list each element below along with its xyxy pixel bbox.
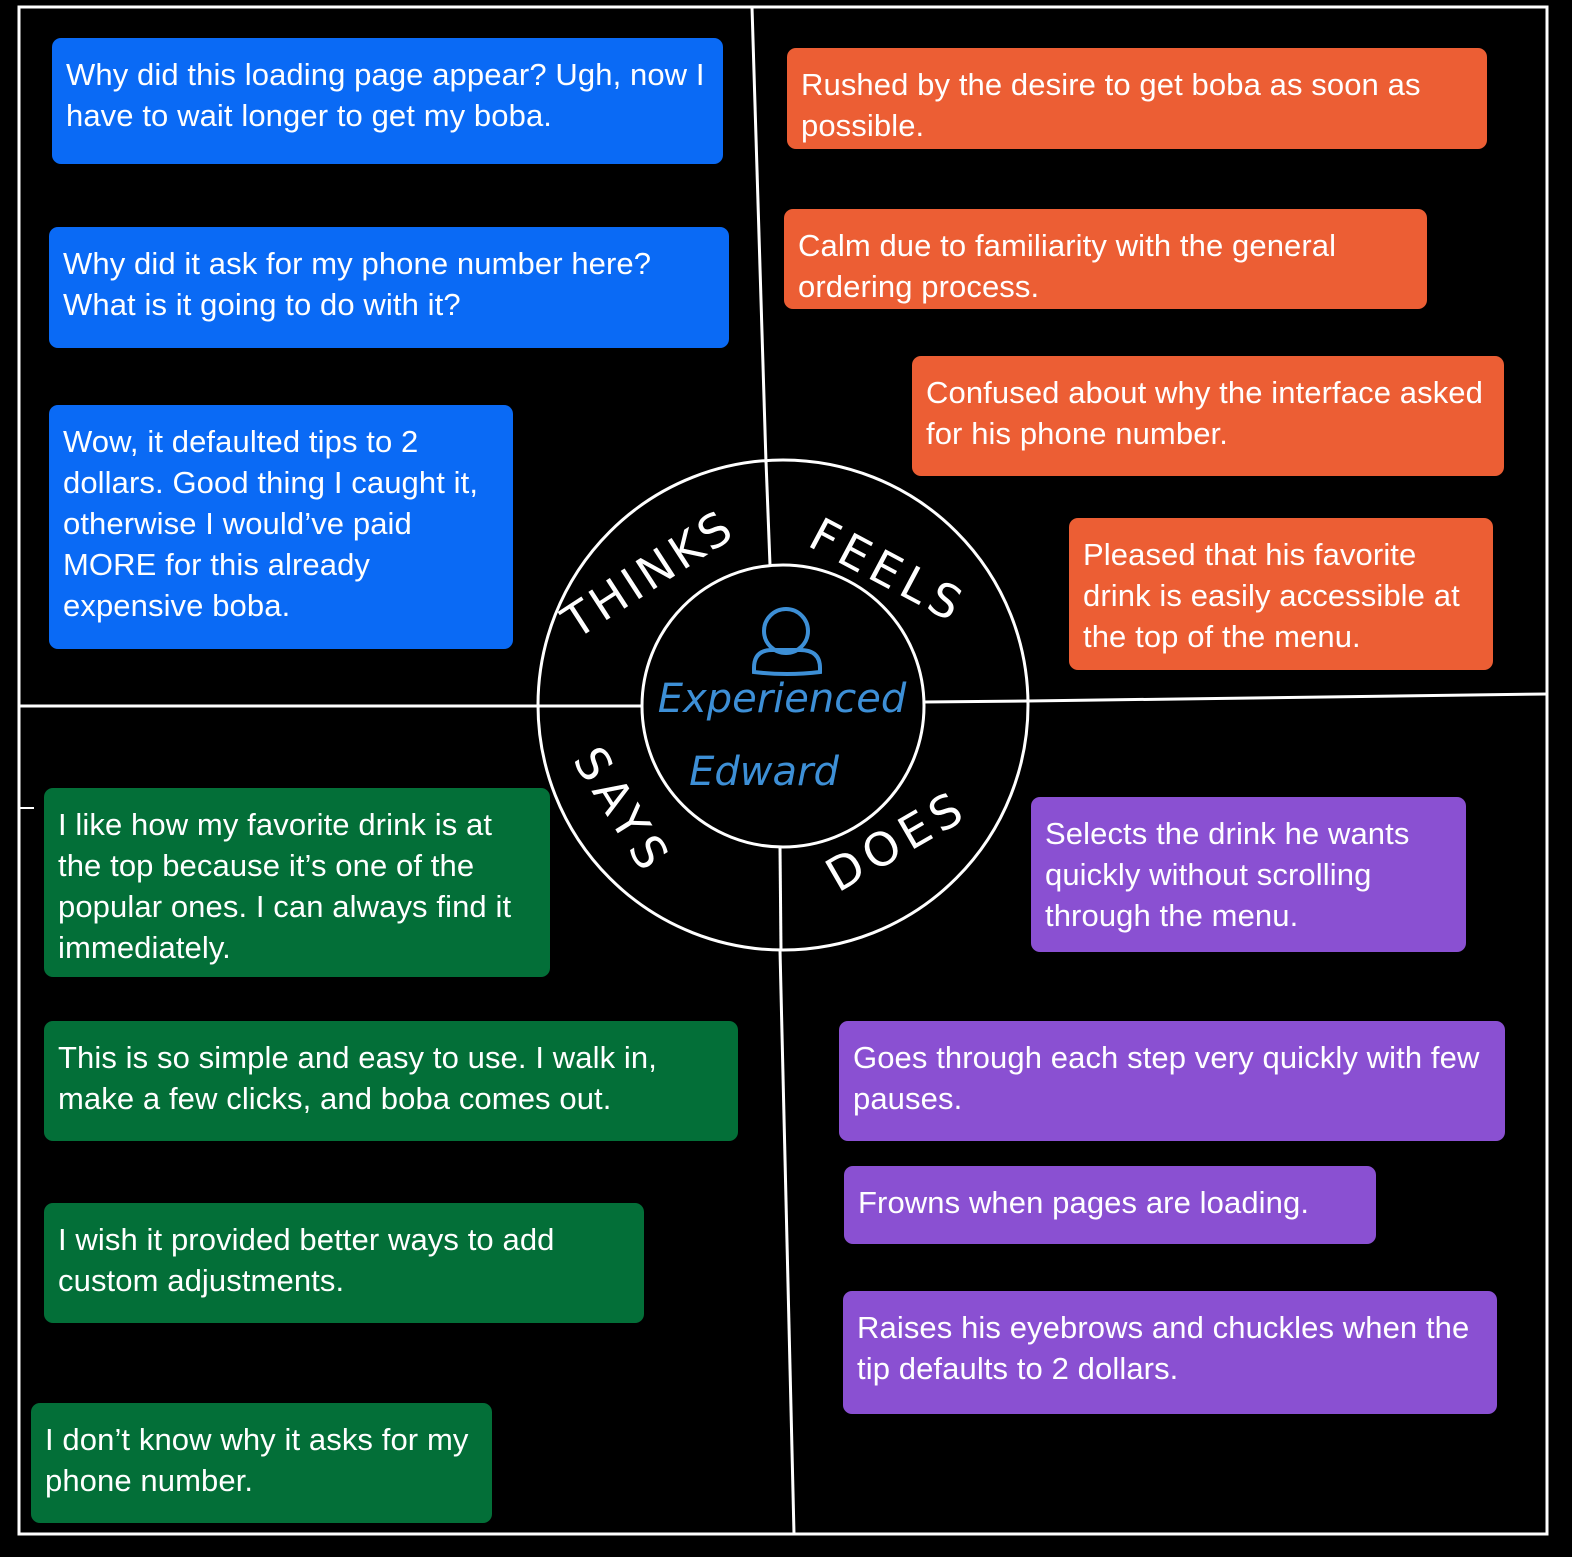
does-note: Frowns when pages are loading. xyxy=(844,1166,1376,1244)
ring-divider-right xyxy=(923,699,1029,704)
outer-border xyxy=(17,5,1549,1536)
feels-note: Calm due to familiarity with the general… xyxy=(784,209,1427,309)
does-note: Goes through each step very quickly with… xyxy=(839,1021,1505,1141)
feels-note: Rushed by the desire to get boba as soon… xyxy=(787,48,1487,149)
divider-right xyxy=(1027,692,1548,703)
divider-bottom xyxy=(778,949,796,1535)
divider-top xyxy=(750,6,768,464)
feels-note: Pleased that his favorite drink is easil… xyxy=(1069,518,1493,670)
label-thinks: THINKS xyxy=(552,498,745,650)
thinks-note: Why did this loading page appear? Ugh, n… xyxy=(52,38,723,164)
ring-divider-top xyxy=(764,460,772,566)
label-says: SAYS xyxy=(563,737,683,884)
thinks-note: Wow, it defaulted tips to 2 dollars. Goo… xyxy=(49,405,513,649)
says-note: I wish it provided better ways to add cu… xyxy=(44,1203,644,1323)
does-note: Selects the drink he wants quickly witho… xyxy=(1031,797,1466,952)
does-note: Raises his eyebrows and chuckles when th… xyxy=(843,1291,1497,1414)
persona-name-line2: Edward xyxy=(689,749,839,795)
ring-divider-bottom xyxy=(778,846,783,951)
feels-note: Confused about why the interface asked f… xyxy=(912,356,1504,476)
thinks-note: Why did it ask for my phone number here?… xyxy=(49,227,729,348)
label-does: DOES xyxy=(817,779,977,903)
persona-name-line1: Experienced xyxy=(658,676,907,722)
says-note: I like how my favorite drink is at the t… xyxy=(44,788,550,977)
user-icon xyxy=(752,607,822,676)
says-note: This is so simple and easy to use. I wal… xyxy=(44,1021,738,1141)
says-note: I don’t know why it asks for my phone nu… xyxy=(31,1403,492,1523)
